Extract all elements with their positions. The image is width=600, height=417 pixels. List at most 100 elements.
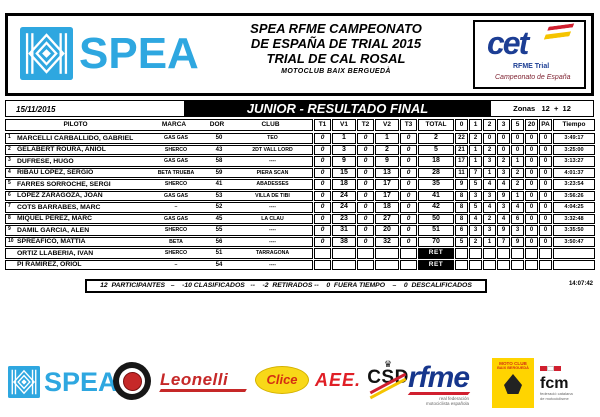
col-header-20: 20	[525, 119, 538, 131]
rider-name: MIQUEL PEREZ, MARC	[17, 215, 93, 223]
cell-t1: 0	[314, 144, 331, 155]
cell-v1	[332, 259, 356, 270]
spea-diamond-icon	[8, 366, 40, 398]
cell-t1: 0	[314, 202, 331, 213]
col-header-t2: T2	[357, 119, 374, 131]
cell-count-5: 0	[511, 144, 524, 155]
generated-time: 14:07:42	[568, 281, 593, 287]
rider-dorsal: 54	[215, 261, 223, 268]
event-title: SPEA RFME CAMPEONATO DE ESPAÑA DE TRIAL …	[200, 21, 472, 77]
cell-t1: 0	[314, 225, 331, 236]
rider-cell: 9 DAMIL GARCIA, ALEN SHERCO 55 ----	[5, 225, 313, 236]
rider-cell: ORTIZ LLABERIA, IVAN SHERCO 51 TARRAGONA	[5, 248, 313, 259]
club-badge-core	[122, 371, 142, 391]
cell-count-1: 4	[469, 213, 482, 224]
cell-t2: 0	[357, 133, 374, 144]
cell-v2	[375, 259, 399, 270]
rfme-logo: rfme real federación motociclista españo…	[407, 363, 471, 406]
fcm-text: fcm	[540, 375, 569, 392]
cell-count-2: 0	[483, 133, 496, 144]
fcm-logo: fcm federació catalana de motociclisme	[540, 366, 573, 401]
cell-count-2: 3	[483, 156, 496, 167]
cell-tiempo: 3:13:27	[553, 156, 595, 167]
cell-v1: 24	[332, 190, 356, 201]
cell-total: 28	[418, 167, 454, 178]
cell-count-20	[525, 259, 538, 270]
cell-count-20: 0	[525, 236, 538, 247]
cell-count-1: 2	[469, 236, 482, 247]
cell-total: 70	[418, 236, 454, 247]
cet-sub1: RFME Trial	[513, 63, 550, 70]
cell-t1: 0	[314, 213, 331, 224]
rider-club: ----	[269, 261, 276, 268]
position-number: 9	[8, 226, 11, 232]
rider-brand: SHERCO	[164, 227, 188, 234]
cell-count-1	[469, 259, 482, 270]
col-header-dor: DOR	[209, 121, 225, 128]
spea-footer-logo: SPEA	[8, 366, 118, 398]
table-row: 6 LOPEZ ZARAGOZA, JOAN GAS GAS 53 VILLA …	[5, 190, 595, 201]
clice-text: Clice	[266, 372, 298, 387]
cell-count-3: 2	[497, 156, 510, 167]
zonas-info: Zonas 12 + 12	[490, 100, 594, 117]
cell-count-0	[455, 248, 468, 259]
cell-v1	[332, 248, 356, 259]
checkered-flag-icon	[540, 366, 561, 376]
cell-count-3: 0	[497, 144, 510, 155]
cell-count-3: 3	[497, 167, 510, 178]
cell-t1	[314, 248, 331, 259]
cell-count-2: 1	[483, 167, 496, 178]
spea-logo: SPEA	[20, 27, 199, 80]
rider-dorsal: 58	[215, 158, 223, 165]
header-banner: SPEA SPEA RFME CAMPEONATO DE ESPAÑA DE T…	[5, 13, 594, 96]
cell-total: RET	[418, 248, 454, 259]
sponsor-footer: SPEA Leonelli Clice AEE. ♛ CSD rfme real…	[0, 358, 600, 417]
rider-brand: –	[174, 204, 178, 211]
cell-v2	[375, 248, 399, 259]
cell-t2: 0	[357, 144, 374, 155]
event-title-line2: DE ESPAÑA DE TRIAL 2015	[250, 36, 422, 51]
cell-v2: 20	[375, 225, 399, 236]
rider-name: ORTIZ LLABERIA, IVAN	[17, 249, 94, 257]
cell-v2: 1	[375, 133, 399, 144]
cell-count-0: 8	[455, 202, 468, 213]
cell-count-20: 0	[525, 213, 538, 224]
cell-count-2: 4	[483, 179, 496, 190]
rider-cell: 4 RIBAU LOPEZ, SERGIO BETA TRUEBA 59 PIE…	[5, 167, 313, 178]
rfme-swoosh	[407, 392, 471, 395]
cell-tiempo: 3:25:00	[553, 144, 595, 155]
cell-count-5: 4	[511, 202, 524, 213]
cell-count-3	[497, 259, 510, 270]
table-row: 4 RIBAU LOPEZ, SERGIO BETA TRUEBA 59 PIE…	[5, 167, 595, 178]
cell-t3: 0	[400, 144, 417, 155]
cell-count-pa: 0	[539, 167, 552, 178]
cell-count-pa: 0	[539, 133, 552, 144]
cell-count-1: 7	[469, 167, 482, 178]
rider-dorsal: 50	[215, 135, 223, 142]
cell-v2: 2	[375, 144, 399, 155]
cell-tiempo	[553, 259, 595, 270]
results-table: 1 MARCELLI CARBALLIDO, GABRIEL GAS GAS 5…	[5, 133, 595, 271]
cell-count-5: 3	[511, 225, 524, 236]
cell-v1: 38	[332, 236, 356, 247]
cell-t2: 0	[357, 156, 374, 167]
cell-tiempo: 4:01:37	[553, 167, 595, 178]
cell-count-1: 1	[469, 156, 482, 167]
cell-tiempo: 3:50:47	[553, 236, 595, 247]
category-title: JUNIOR - RESULTADO FINAL	[185, 100, 490, 117]
cell-count-1	[469, 248, 482, 259]
cell-t2: 0	[357, 213, 374, 224]
cell-count-pa: 0	[539, 213, 552, 224]
cell-count-3: 4	[497, 213, 510, 224]
cell-count-20: 0	[525, 167, 538, 178]
rider-cell: PI RAMIREZ, ORIOL – 54 ----	[5, 259, 313, 270]
rider-name: DAMIL GARCIA, ALEN	[17, 226, 90, 234]
cell-count-20: 0	[525, 179, 538, 190]
cell-t3: 0	[400, 236, 417, 247]
event-date-cell: 15/11/2015	[5, 100, 185, 117]
rider-dorsal: 45	[215, 215, 223, 222]
cell-t1: 0	[314, 156, 331, 167]
cell-total: 35	[418, 179, 454, 190]
event-title-line3: TRIAL DE CAL ROSAL	[266, 51, 406, 66]
cell-tiempo: 4:04:25	[553, 202, 595, 213]
